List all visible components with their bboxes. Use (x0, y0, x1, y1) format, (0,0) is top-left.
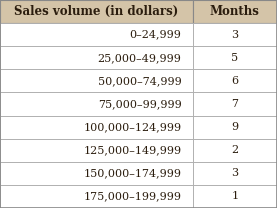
Text: 0–24,999: 0–24,999 (130, 30, 181, 40)
Bar (193, 92, 277, 116)
Text: 5: 5 (231, 53, 238, 63)
Bar (193, 0, 277, 23)
Text: 100,000–124,999: 100,000–124,999 (83, 122, 181, 132)
Bar (0, 23, 193, 46)
Bar (0, 46, 193, 69)
Text: 7: 7 (231, 99, 238, 109)
Text: 50,000–74,999: 50,000–74,999 (98, 76, 181, 86)
Bar (193, 69, 277, 92)
Text: 2: 2 (231, 145, 238, 155)
Text: 6: 6 (231, 76, 238, 86)
Text: 9: 9 (231, 122, 238, 132)
Text: 25,000–49,999: 25,000–49,999 (98, 53, 181, 63)
Text: 175,000–199,999: 175,000–199,999 (83, 191, 181, 201)
Bar (193, 139, 277, 162)
Text: 1: 1 (231, 191, 238, 201)
Bar (193, 46, 277, 69)
Bar (0, 139, 193, 162)
Bar (0, 185, 193, 208)
Bar (0, 116, 193, 139)
Text: 3: 3 (231, 30, 238, 40)
Text: Sales volume (in dollars): Sales volume (in dollars) (14, 5, 178, 18)
Text: 150,000–174,999: 150,000–174,999 (83, 168, 181, 178)
Bar (0, 92, 193, 116)
Bar (0, 162, 193, 185)
Bar (193, 116, 277, 139)
Bar (193, 185, 277, 208)
Text: 75,000–99,999: 75,000–99,999 (98, 99, 181, 109)
Text: 3: 3 (231, 168, 238, 178)
Text: Months: Months (210, 5, 260, 18)
Text: 125,000–149,999: 125,000–149,999 (83, 145, 181, 155)
Bar (0, 0, 193, 23)
Bar (193, 162, 277, 185)
Bar (0, 69, 193, 92)
Bar (193, 23, 277, 46)
